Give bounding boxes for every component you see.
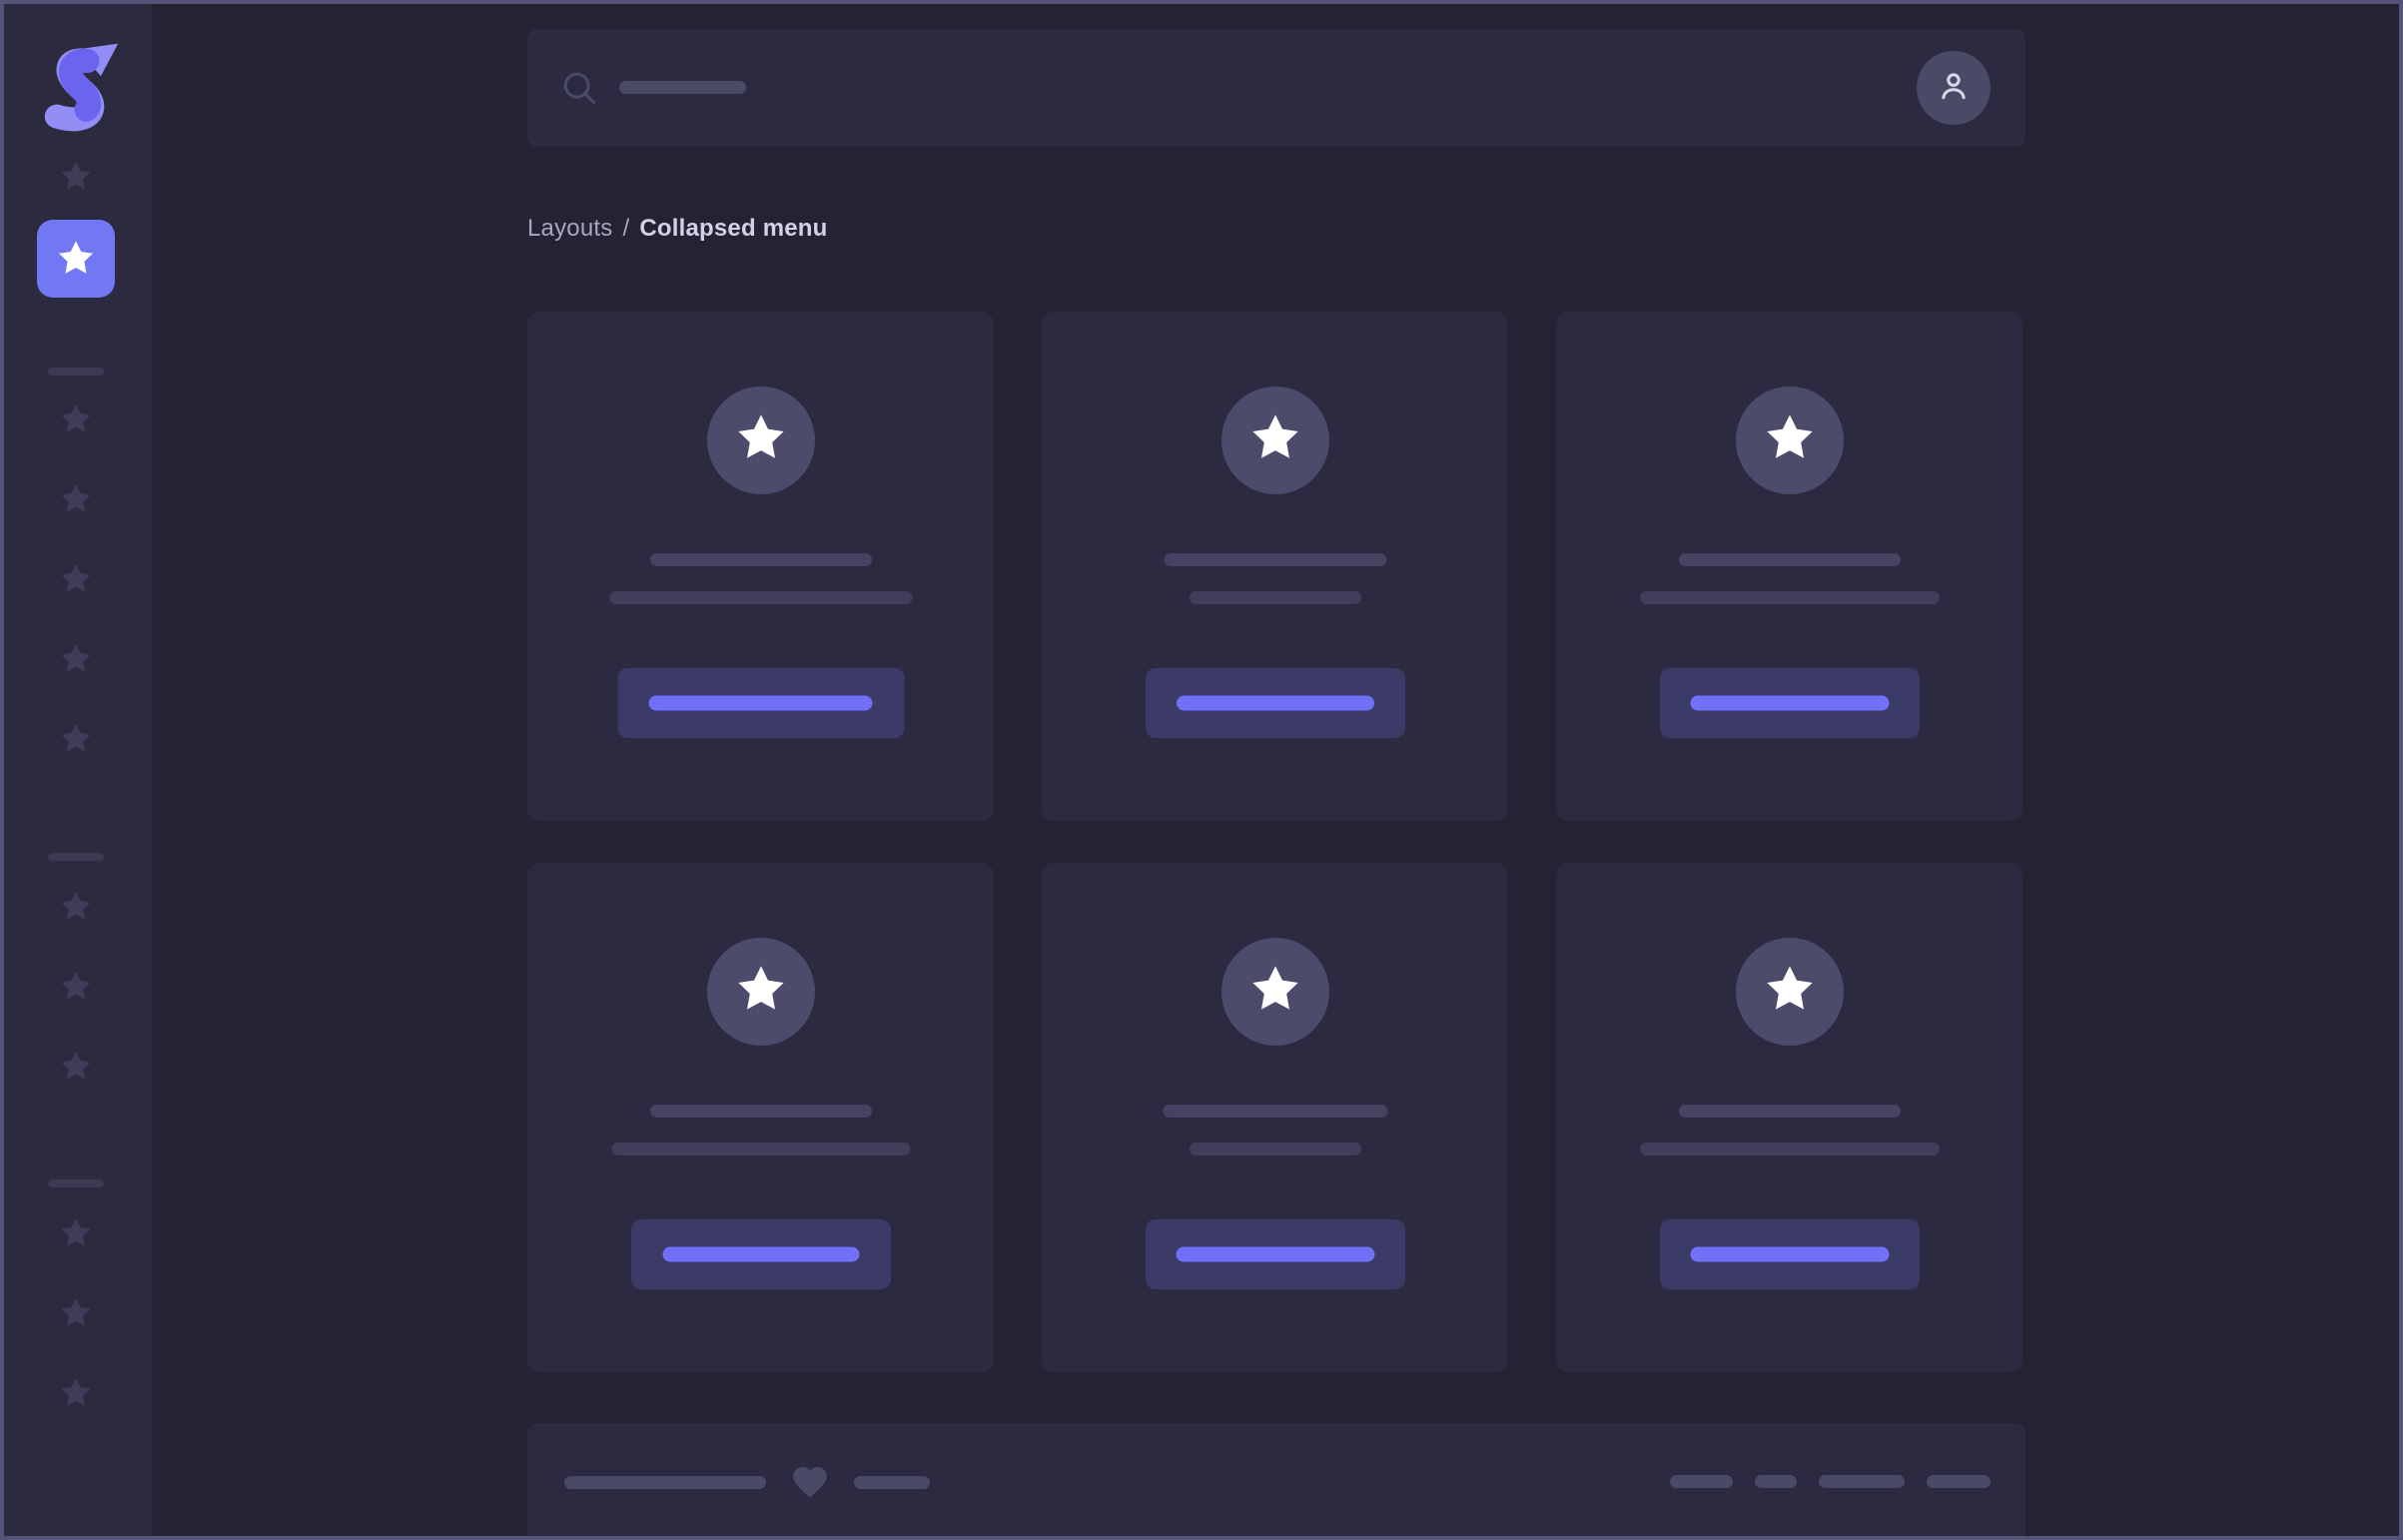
card-subtitle-placeholder	[609, 591, 912, 604]
breadcrumb-parent[interactable]: Layouts	[527, 215, 613, 242]
card-avatar	[706, 938, 815, 1046]
card[interactable]	[1042, 312, 1508, 821]
star-icon	[56, 889, 96, 925]
button-label-placeholder	[1690, 695, 1889, 711]
star-icon	[56, 721, 96, 757]
footer-text-placeholder	[854, 1475, 930, 1489]
heart-icon[interactable]	[790, 1462, 830, 1502]
card-action-button[interactable]	[630, 1219, 891, 1289]
breadcrumb-current: Collapsed menu	[639, 215, 828, 242]
card-title-placeholder	[1164, 553, 1386, 566]
sidebar-item[interactable]	[56, 1293, 96, 1333]
footer-meta-placeholder	[1670, 1475, 1733, 1488]
card-subtitle-placeholder	[1189, 591, 1361, 604]
star-icon	[56, 481, 96, 517]
star-icon	[56, 1295, 96, 1331]
card-avatar	[1220, 386, 1329, 494]
footer-right-group	[1670, 1475, 1991, 1488]
card-subtitle-placeholder	[1639, 1143, 1940, 1155]
star-icon	[1762, 962, 1818, 1023]
sidebar-item[interactable]	[56, 719, 96, 759]
sidebar-item[interactable]	[56, 1047, 96, 1087]
sidebar-divider	[48, 1179, 104, 1187]
star-icon	[56, 1215, 96, 1251]
card-avatar	[1220, 938, 1329, 1046]
button-label-placeholder	[1176, 1246, 1374, 1262]
card[interactable]	[527, 863, 994, 1372]
footer-panel	[527, 1423, 2025, 1540]
card[interactable]	[1556, 312, 2022, 821]
sidebar-item[interactable]	[56, 1373, 96, 1413]
card-action-button[interactable]	[1145, 1219, 1405, 1289]
search-icon	[560, 69, 598, 107]
button-label-placeholder	[1690, 1246, 1889, 1262]
star-icon	[56, 561, 96, 597]
star-icon	[733, 410, 789, 471]
sidebar-divider	[48, 853, 104, 861]
user-icon	[1935, 67, 1973, 110]
card-action-button[interactable]	[617, 668, 904, 738]
card[interactable]	[527, 312, 994, 821]
sidebar	[0, 0, 152, 1540]
card[interactable]	[1042, 863, 1508, 1372]
sidebar-item[interactable]	[56, 399, 96, 439]
button-label-placeholder	[648, 695, 873, 711]
star-icon	[56, 401, 96, 437]
footer-meta-placeholder	[1927, 1475, 1991, 1488]
card-action-button[interactable]	[1659, 668, 1920, 738]
sidebar-item[interactable]	[56, 639, 96, 679]
button-label-placeholder	[1176, 695, 1374, 711]
card-avatar	[1735, 938, 1844, 1046]
sidebar-item[interactable]	[56, 887, 96, 927]
sidebar-item[interactable]	[56, 157, 96, 197]
breadcrumb-separator: /	[622, 215, 630, 242]
footer-meta-placeholder	[1819, 1475, 1905, 1488]
card-title-placeholder	[649, 1105, 872, 1118]
button-label-placeholder	[662, 1246, 859, 1262]
sidebar-item[interactable]	[56, 479, 96, 519]
card-subtitle-placeholder	[611, 1143, 910, 1155]
star-icon	[56, 159, 96, 195]
card-title-placeholder	[1678, 1105, 1901, 1118]
star-icon	[56, 969, 96, 1005]
card-action-button[interactable]	[1145, 668, 1405, 738]
user-avatar-button[interactable]	[1917, 51, 1991, 125]
search-placeholder	[619, 81, 746, 94]
card-title-placeholder	[1163, 1105, 1387, 1118]
star-icon	[1247, 410, 1303, 471]
star-icon	[56, 641, 96, 677]
footer-text-placeholder	[564, 1475, 766, 1489]
star-icon	[1247, 962, 1303, 1023]
sidebar-divider	[48, 368, 104, 376]
search-bar[interactable]	[527, 29, 2025, 147]
card-avatar	[706, 386, 815, 494]
sidebar-item[interactable]	[56, 1213, 96, 1253]
card[interactable]	[1556, 863, 2022, 1372]
star-icon	[55, 238, 97, 280]
card-title-placeholder	[649, 553, 872, 566]
star-icon	[733, 962, 789, 1023]
card-avatar	[1735, 386, 1844, 494]
card-subtitle-placeholder	[1189, 1143, 1361, 1155]
sidebar-item[interactable]	[56, 559, 96, 599]
star-icon	[56, 1049, 96, 1085]
sidebar-item-active[interactable]	[37, 220, 115, 298]
breadcrumb: Layouts / Collapsed menu	[527, 213, 828, 245]
card-subtitle-placeholder	[1639, 591, 1940, 604]
brand-s-arrow-logo[interactable]	[28, 30, 124, 136]
sidebar-item[interactable]	[56, 967, 96, 1007]
star-icon	[56, 1375, 96, 1411]
star-icon	[1762, 410, 1818, 471]
footer-left-group	[564, 1461, 930, 1503]
footer-meta-placeholder	[1755, 1475, 1797, 1488]
card-action-button[interactable]	[1659, 1219, 1920, 1289]
card-title-placeholder	[1678, 553, 1901, 566]
